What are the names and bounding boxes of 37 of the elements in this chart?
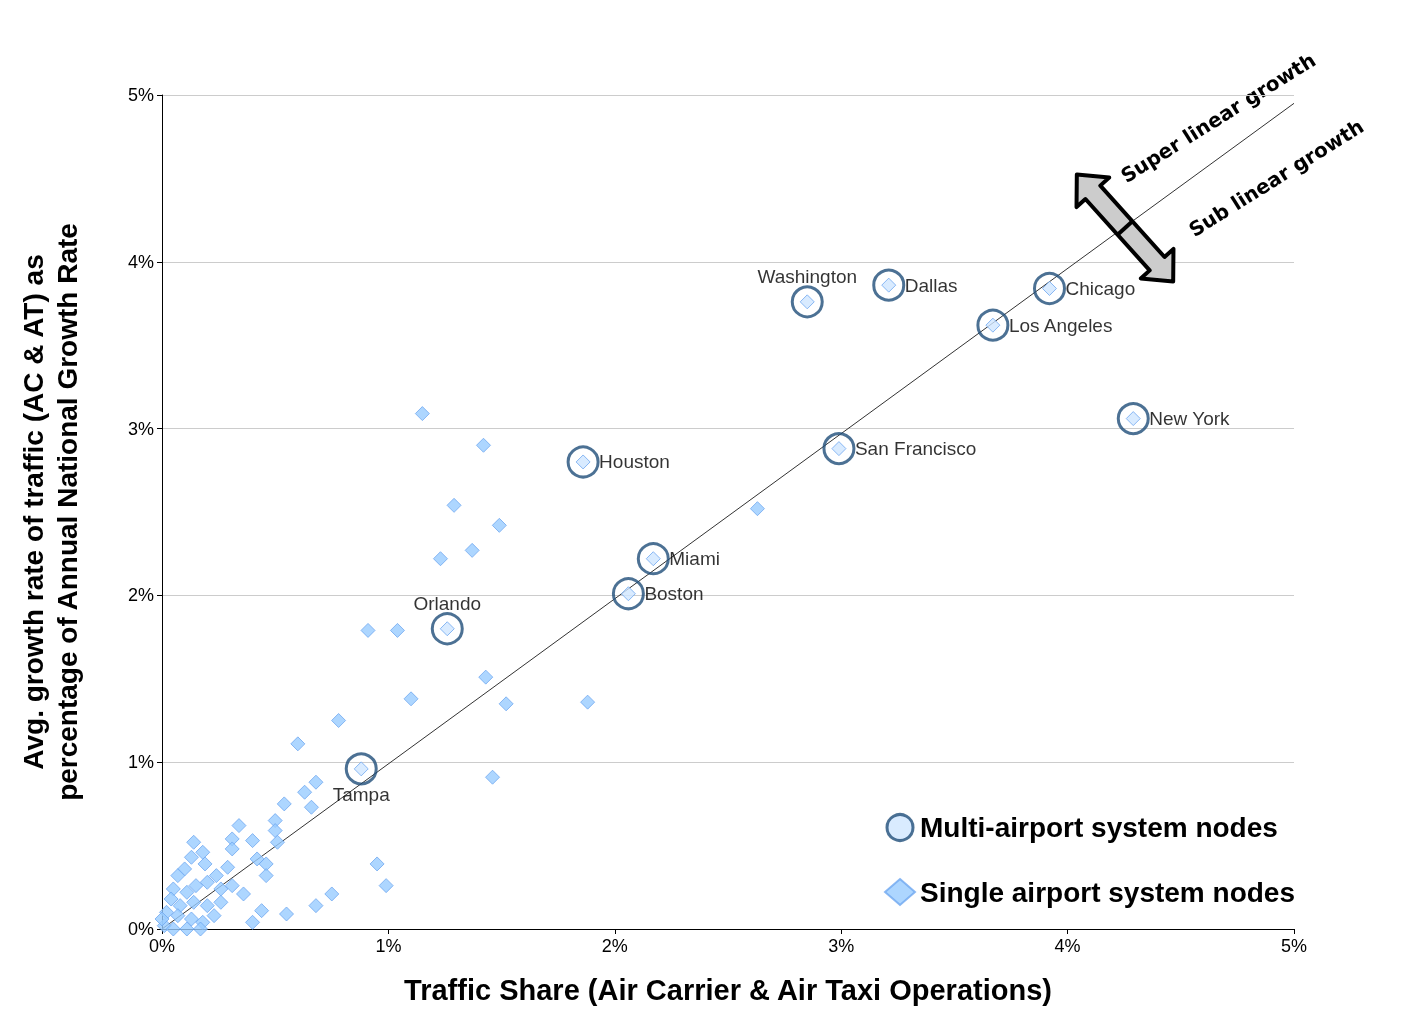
point <box>611 577 645 611</box>
annotation: Houston <box>599 451 670 473</box>
point <box>1033 271 1066 305</box>
point <box>566 445 600 479</box>
point <box>822 432 856 466</box>
y-tick-label: 2% <box>127 585 154 606</box>
x-tick-label: 5% <box>1280 936 1308 956</box>
x-tick-label: 1% <box>375 936 402 956</box>
annotation: Los Angeles <box>1008 314 1113 336</box>
point <box>976 308 1010 342</box>
x-tick-label: 4% <box>1054 936 1081 956</box>
legend-label: Single airport system nodes <box>920 876 1296 908</box>
y-axis-title: Avg. growth rate of traffic (AC & AT) as percentage of Annual National Growth Rate <box>17 223 83 801</box>
x-axis-title: Traffic Share (Air Carrier & Air Taxi Operations) <box>404 973 1052 1006</box>
x-tick-label: 0% <box>148 936 176 956</box>
point <box>344 752 378 786</box>
point <box>790 285 824 319</box>
point <box>1116 402 1150 436</box>
legend-label: Multi-airport system nodes <box>920 812 1278 843</box>
y-tick-label: 4% <box>127 251 154 272</box>
annotation: Dallas <box>904 274 958 296</box>
annotation: New York <box>1149 408 1231 430</box>
annotation: Chicago <box>1065 277 1136 299</box>
y-tick-label: 5% <box>127 85 154 105</box>
annotation: Washington <box>757 265 858 287</box>
y-tick-label: 0% <box>127 919 154 939</box>
x-tick-label: 3% <box>828 936 855 956</box>
point <box>430 612 464 646</box>
annotation: San Francisco <box>854 438 977 460</box>
x-tick-label: 2% <box>601 936 628 956</box>
y-tick-label: 1% <box>127 752 154 773</box>
point <box>872 268 906 302</box>
annotation: Miami <box>669 548 720 570</box>
annotation: Boston <box>644 583 704 605</box>
y-tick-label: 3% <box>127 418 154 439</box>
annotation: Orlando <box>413 592 482 614</box>
point <box>636 542 670 576</box>
